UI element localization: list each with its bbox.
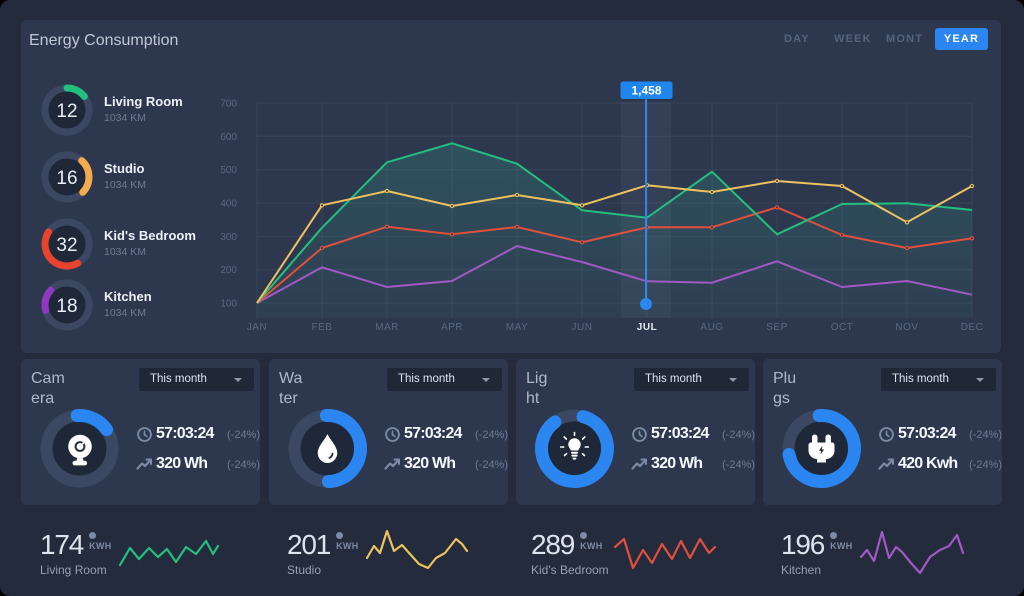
- svg-text:700: 700: [220, 99, 237, 110]
- svg-text:APR: APR: [441, 322, 463, 333]
- svg-text:JAN: JAN: [247, 322, 267, 333]
- svg-text:500: 500: [220, 165, 237, 176]
- svg-text:JUN: JUN: [572, 322, 593, 333]
- svg-text:1,458: 1,458: [631, 84, 661, 98]
- svg-text:MAR: MAR: [375, 322, 399, 333]
- svg-text:200: 200: [220, 265, 237, 276]
- svg-text:SEP: SEP: [766, 322, 788, 333]
- svg-text:JUL: JUL: [637, 322, 657, 333]
- svg-text:100: 100: [220, 299, 237, 310]
- svg-text:400: 400: [220, 199, 237, 210]
- svg-text:DEC: DEC: [961, 322, 984, 333]
- svg-text:FEB: FEB: [312, 322, 333, 333]
- svg-text:NOV: NOV: [895, 322, 918, 333]
- svg-text:300: 300: [220, 232, 237, 243]
- svg-text:AUG: AUG: [700, 322, 723, 333]
- svg-text:OCT: OCT: [831, 322, 854, 333]
- svg-text:MAY: MAY: [506, 322, 528, 333]
- svg-text:600: 600: [220, 132, 237, 143]
